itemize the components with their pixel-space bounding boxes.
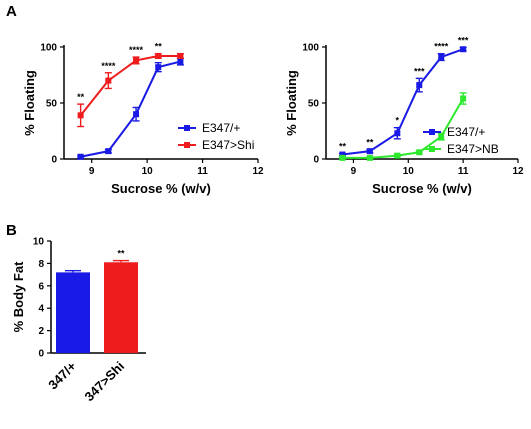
y-tick-label: 2 [38, 326, 44, 337]
x-axis-title: Sucrose % (w/v) [372, 181, 472, 196]
significance-marker: ** [77, 92, 85, 102]
significance-marker: ** [366, 137, 374, 147]
series-line [80, 60, 181, 158]
data-point [177, 58, 184, 65]
legend-marker [429, 129, 435, 135]
x-tick-label: 9 [89, 166, 95, 177]
y-tick-label: 6 [38, 281, 44, 292]
data-point [339, 151, 346, 158]
legend-marker [429, 146, 435, 152]
significance-marker: **** [129, 45, 144, 55]
data-point [394, 130, 401, 137]
significance-marker: **** [434, 42, 449, 52]
x-tick-label: 12 [512, 166, 524, 177]
y-tick-label: 100 [40, 43, 57, 54]
data-point [366, 154, 373, 161]
data-point [416, 149, 423, 156]
significance-marker: ** [155, 42, 163, 52]
data-point [105, 77, 112, 84]
significance-marker: *** [458, 36, 469, 46]
data-point [366, 148, 373, 155]
y-tick-label: 0 [51, 155, 57, 166]
x-tick-label: 12 [252, 166, 264, 177]
bar [56, 272, 90, 353]
y-tick-label: 50 [46, 99, 58, 110]
data-point [155, 64, 162, 71]
legend-label: E347/+ [202, 121, 240, 135]
legend-label: E347>NB [447, 142, 499, 156]
x-tick-label: 347/+ [45, 358, 79, 392]
y-tick-label: 4 [38, 304, 44, 315]
significance-marker: ** [339, 141, 347, 151]
x-tick-label: 11 [197, 166, 208, 177]
x-tick-label: 11 [458, 166, 469, 177]
x-tick-label: 10 [403, 166, 415, 177]
y-tick-label: 50 [308, 99, 320, 110]
y-tick-label: 100 [302, 43, 319, 54]
series-line [342, 98, 465, 159]
significance-marker: *** [414, 66, 425, 76]
x-tick-label: 10 [142, 166, 154, 177]
legend-label: E347>Shi [202, 138, 254, 152]
data-point [438, 54, 445, 61]
bar [104, 262, 138, 353]
significance-marker: * [396, 116, 400, 126]
chart-a-left: 9 10 11 12 0 50 100 Sucrose % (w/v) % Floating **… [22, 42, 264, 196]
panel-label-a: A [6, 3, 17, 20]
x-tick-label: 347>Shi [82, 359, 128, 405]
significance-marker: ** [117, 249, 125, 259]
y-tick-label: 8 [38, 259, 44, 270]
legend-marker [184, 142, 190, 148]
y-axis-title: % Floating [22, 70, 37, 136]
series-line [342, 48, 464, 156]
data-point [155, 52, 162, 59]
y-tick-label: 0 [313, 155, 319, 166]
data-point [460, 46, 467, 53]
data-point [77, 112, 84, 119]
data-point [77, 153, 84, 160]
data-point [133, 111, 140, 118]
legend-marker [184, 125, 190, 131]
legend-label: E347/+ [447, 125, 485, 139]
data-point [339, 154, 346, 161]
significance-marker: **** [101, 61, 116, 71]
x-axis-title: Sucrose % (w/v) [111, 181, 211, 196]
data-point [460, 95, 467, 102]
y-axis-title: % Body Fat [11, 261, 26, 332]
data-point [394, 152, 401, 159]
data-point [438, 133, 445, 140]
panel-label-b: B [6, 222, 17, 239]
data-point [416, 82, 423, 89]
y-tick-label: 10 [33, 237, 45, 248]
data-point [177, 52, 184, 59]
y-tick-label: 0 [38, 349, 44, 360]
data-point [105, 148, 112, 155]
y-axis-title: % Floating [284, 70, 299, 136]
data-point [133, 57, 140, 64]
chart-b-bar: 0 2 4 6 8 10 % Body Fat 347/+ 347>Shi ** [11, 237, 146, 405]
x-tick-label: 9 [351, 166, 357, 177]
